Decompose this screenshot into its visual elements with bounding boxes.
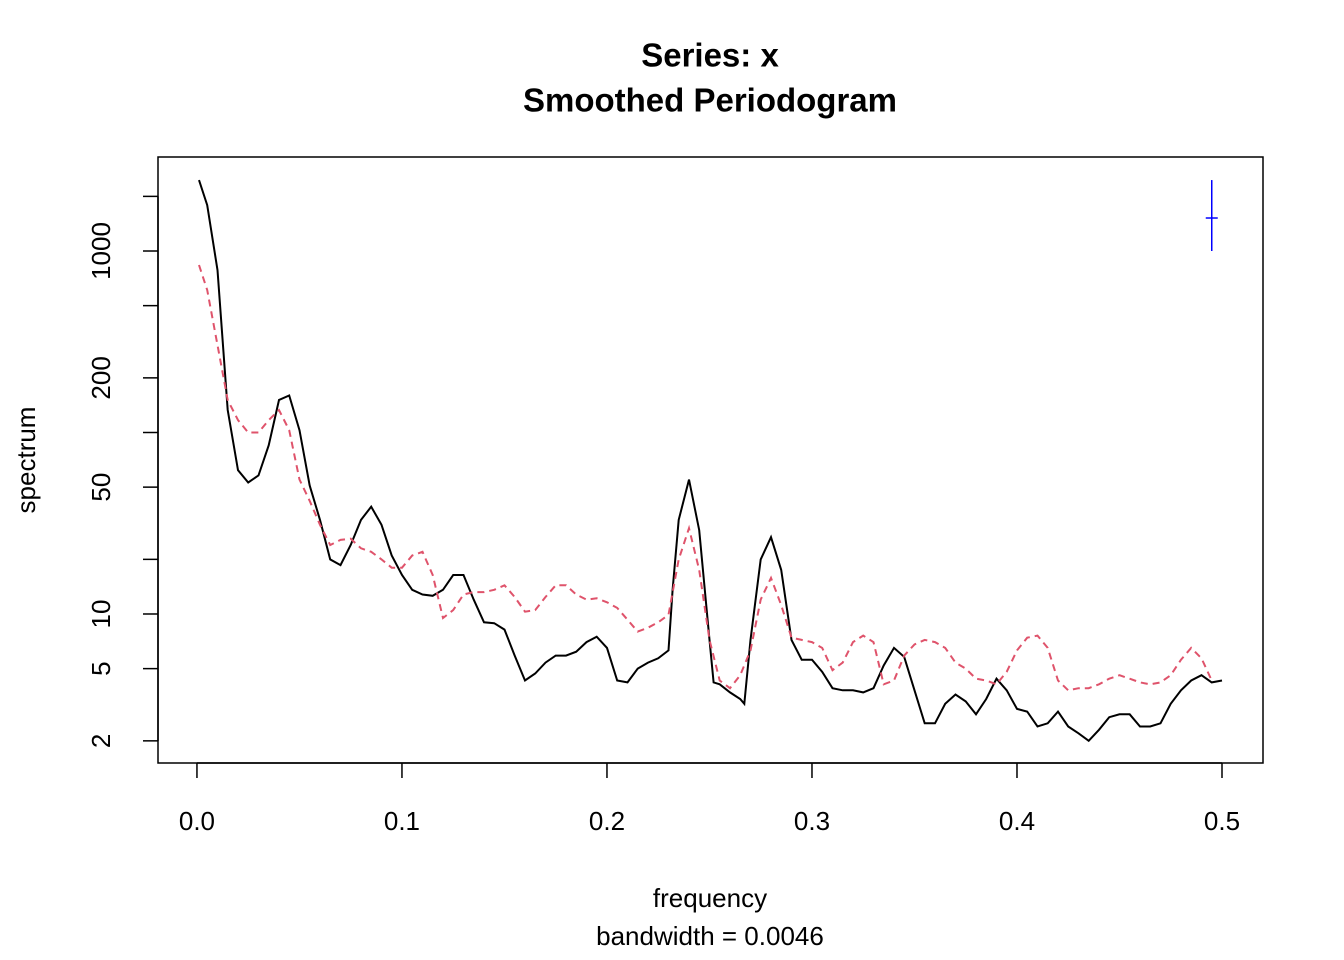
x-tick-label: 0.3 bbox=[794, 806, 830, 836]
x-tick-label: 0.5 bbox=[1204, 806, 1240, 836]
chart-subtitle: Smoothed Periodogram bbox=[523, 82, 897, 119]
y-axis-label: spectrum bbox=[11, 407, 41, 514]
spectrum-line bbox=[198, 264, 1213, 692]
y-tick-label: 5 bbox=[86, 661, 116, 675]
chart-title: Series: x bbox=[641, 37, 779, 74]
y-tick-label: 1000 bbox=[86, 222, 116, 280]
y-tick-label: 2 bbox=[86, 734, 116, 748]
y-tick-label: 50 bbox=[86, 473, 116, 502]
x-tick-label: 0.4 bbox=[999, 806, 1035, 836]
x-tick-label: 0.2 bbox=[589, 806, 625, 836]
x-tick-label: 0.0 bbox=[179, 806, 215, 836]
x-axis-label: frequency bbox=[653, 883, 767, 913]
y-tick-label: 200 bbox=[86, 356, 116, 399]
x-axis-sublabel: bandwidth = 0.0046 bbox=[596, 921, 824, 951]
y-tick-label: 10 bbox=[86, 600, 116, 629]
plot-frame bbox=[157, 156, 1264, 764]
spectrum-line bbox=[198, 179, 1223, 743]
x-tick-label: 0.1 bbox=[384, 806, 420, 836]
